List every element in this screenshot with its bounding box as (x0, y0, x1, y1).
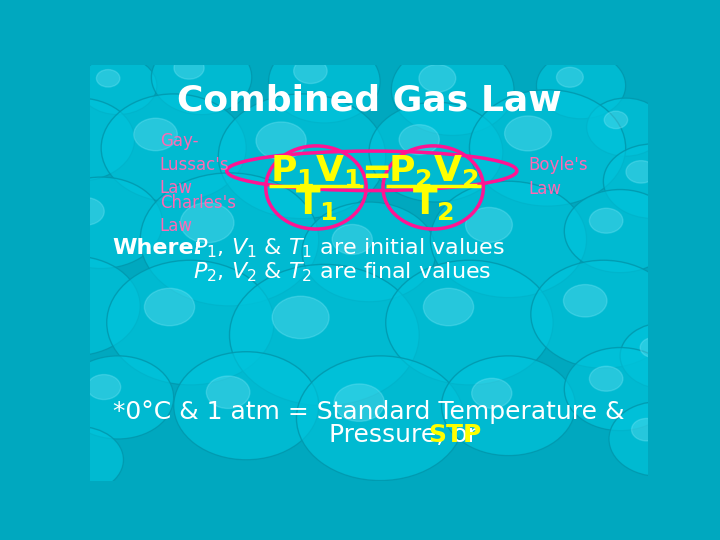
Text: STP: STP (428, 423, 482, 447)
Circle shape (145, 288, 194, 326)
Circle shape (334, 384, 384, 421)
Circle shape (587, 98, 665, 156)
Circle shape (603, 144, 704, 219)
Circle shape (107, 260, 274, 385)
Circle shape (431, 181, 587, 298)
Circle shape (472, 379, 512, 408)
Circle shape (631, 418, 662, 441)
Text: $\mathbf{T_2}$: $\mathbf{T_2}$ (412, 186, 454, 222)
Text: $\mathbf{=}$: $\mathbf{=}$ (354, 154, 390, 188)
Circle shape (604, 111, 628, 129)
Text: $\mathbf{P_2V_2}$: $\mathbf{P_2V_2}$ (387, 153, 479, 189)
Circle shape (134, 118, 177, 151)
Circle shape (40, 177, 163, 268)
Circle shape (640, 338, 667, 357)
Text: Charles's
Law: Charles's Law (160, 194, 235, 235)
Circle shape (54, 442, 81, 462)
Circle shape (297, 356, 464, 481)
Circle shape (48, 117, 81, 141)
Circle shape (269, 40, 380, 123)
Circle shape (626, 160, 656, 183)
Circle shape (392, 44, 514, 136)
Circle shape (272, 296, 329, 339)
Circle shape (423, 288, 474, 326)
Circle shape (536, 52, 626, 119)
Text: *0°C & 1 atm = Standard Temperature &: *0°C & 1 atm = Standard Temperature & (113, 400, 625, 424)
Circle shape (557, 68, 583, 87)
Circle shape (151, 40, 252, 114)
Circle shape (37, 279, 76, 308)
Circle shape (609, 402, 709, 476)
Circle shape (441, 356, 575, 456)
Circle shape (505, 116, 552, 151)
Circle shape (469, 90, 626, 206)
Circle shape (6, 256, 140, 356)
Circle shape (620, 322, 709, 389)
Text: Where:: Where: (112, 238, 203, 258)
Text: Combined Gas Law: Combined Gas Law (176, 83, 562, 117)
Text: Pressure, or: Pressure, or (329, 423, 486, 447)
Circle shape (294, 58, 327, 84)
Text: Boyle's
Law: Boyle's Law (528, 156, 588, 198)
Circle shape (87, 375, 121, 400)
Circle shape (218, 94, 386, 219)
Circle shape (101, 94, 246, 202)
Circle shape (140, 173, 319, 306)
Circle shape (23, 98, 135, 181)
Circle shape (466, 207, 513, 242)
Circle shape (564, 348, 676, 431)
Text: Gay-
Lussac's
Law: Gay- Lussac's Law (160, 132, 230, 197)
Text: $\mathbf{P_1V_1}$: $\mathbf{P_1V_1}$ (270, 153, 361, 189)
Circle shape (230, 265, 419, 406)
Circle shape (590, 366, 623, 391)
Circle shape (96, 70, 120, 87)
Circle shape (207, 376, 250, 408)
Circle shape (302, 202, 436, 302)
Circle shape (181, 203, 234, 243)
Circle shape (68, 198, 104, 225)
Text: $P_2$, $V_2$ & $T_2$ are final values: $P_2$, $V_2$ & $T_2$ are final values (193, 261, 492, 285)
Circle shape (79, 57, 157, 114)
Circle shape (34, 427, 124, 493)
Circle shape (256, 122, 306, 159)
Circle shape (531, 260, 676, 368)
Circle shape (564, 190, 676, 273)
Text: $P_1$, $V_1$ & $T_1$ are initial values: $P_1$, $V_1$ & $T_1$ are initial values (193, 236, 505, 260)
Circle shape (419, 65, 456, 92)
Circle shape (590, 208, 623, 233)
Circle shape (174, 57, 204, 79)
Circle shape (564, 285, 607, 317)
Circle shape (399, 125, 439, 154)
Circle shape (369, 102, 503, 202)
Text: $\mathbf{T_1}$: $\mathbf{T_1}$ (294, 186, 338, 222)
Circle shape (62, 356, 174, 439)
Circle shape (174, 352, 319, 460)
Circle shape (386, 260, 553, 385)
Circle shape (332, 225, 372, 254)
